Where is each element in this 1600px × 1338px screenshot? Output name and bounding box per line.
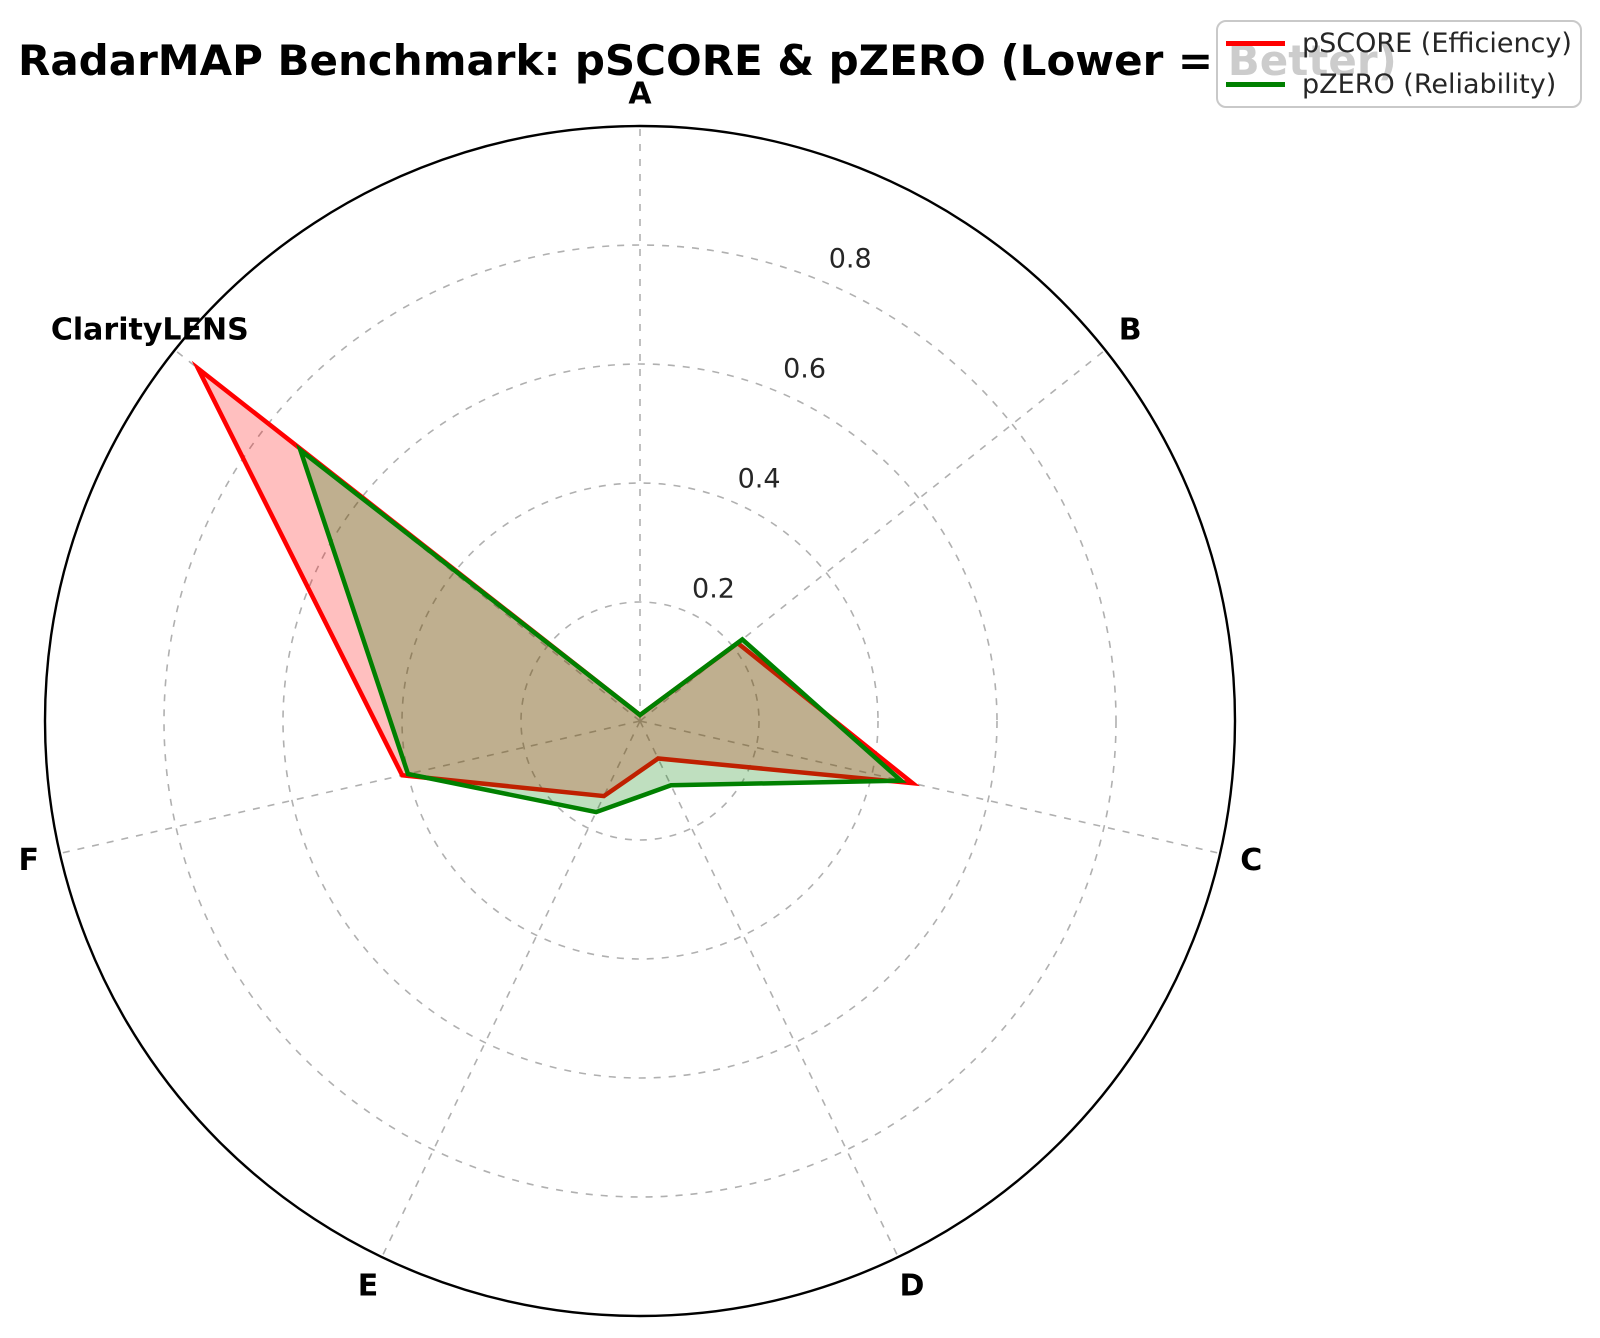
polar-outline [43, 124, 1237, 1318]
grid-circle-0.6 [282, 363, 998, 1079]
axis-label-B: B [1119, 313, 1142, 348]
legend-label-pscore: pSCORE (Efficiency) [1302, 28, 1572, 59]
series-polygon-pzero [295, 443, 907, 815]
tick-label-0.2: 0.2 [692, 574, 735, 605]
axis-label-ClarityLENS: ClarityLENS [51, 313, 249, 348]
spoke-C [639, 720, 1221, 855]
axis-label-C: C [1240, 843, 1262, 878]
axis-label-F: F [18, 843, 39, 878]
tick-label-0.8: 0.8 [829, 244, 872, 275]
legend-item-pscore: pSCORE (Efficiency) [1226, 24, 1572, 63]
series-polygon-pscore [191, 360, 920, 799]
spoke-E [381, 720, 641, 1258]
grid-circle-0.4 [401, 482, 879, 960]
legend-swatch-pscore-line [1226, 41, 1285, 46]
axis-label-A: A [628, 77, 652, 112]
grid-circle-0.2 [520, 601, 760, 841]
spoke-F [59, 720, 641, 855]
tick-label-0.4: 0.4 [738, 464, 781, 495]
grid-circle-0.8 [163, 244, 1117, 1198]
legend-item-pzero: pZERO (Reliability) [1226, 65, 1570, 104]
spoke-B [639, 349, 1106, 722]
chart-title: RadarMAP Benchmark: pSCORE & pZERO (Lowe… [18, 36, 1397, 85]
spoke-D [639, 720, 899, 1258]
tick-label-0.6: 0.6 [783, 354, 826, 385]
axis-label-E: E [358, 1268, 379, 1303]
legend: pSCORE (Efficiency) pZERO (Reliability) [1216, 20, 1582, 108]
legend-label-pzero: pZERO (Reliability) [1302, 69, 1557, 100]
legend-swatch-pzero-line [1226, 82, 1285, 87]
axis-label-D: D [900, 1268, 925, 1303]
